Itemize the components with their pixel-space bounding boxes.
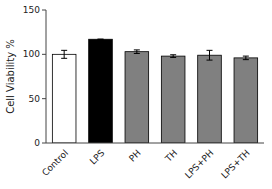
- y-tick-label: 150: [23, 5, 40, 15]
- bar: [89, 39, 113, 143]
- y-tick: [42, 143, 46, 144]
- error-bar: [170, 55, 176, 58]
- error-bar: [134, 50, 140, 54]
- x-tick-label: TH: [163, 148, 179, 164]
- error-bar-stem: [209, 50, 210, 60]
- error-bar-cap: [98, 39, 104, 40]
- x-tick-label: LPS: [88, 148, 107, 167]
- y-axis-label: Cell Viability %: [5, 39, 16, 114]
- bar: [234, 58, 258, 143]
- error-bar-cap: [98, 39, 104, 40]
- bar: [161, 56, 185, 143]
- y-tick: [42, 98, 46, 99]
- error-bar-cap: [170, 57, 176, 58]
- plot-area: [52, 39, 257, 143]
- error-bar-cap: [207, 60, 213, 61]
- y-axis-line: [46, 10, 47, 143]
- error-bar-cap: [134, 53, 140, 54]
- x-axis: Control LPS PH THLPS+PHLPS+TH: [40, 148, 252, 181]
- error-bar: [207, 50, 213, 60]
- error-bar-cap: [61, 58, 67, 59]
- y-tick: [42, 54, 46, 55]
- bar: [125, 52, 149, 143]
- error-bar-stem: [136, 50, 137, 54]
- bar: [198, 55, 222, 143]
- y-tick-label: 50: [29, 94, 41, 104]
- error-bar-cap: [243, 56, 249, 57]
- chart-container: 0 50 100 150 Control LPS PH THLPS+PHLPS+TH Cell …: [0, 0, 272, 189]
- y-axis: 0 50 100 150: [23, 5, 46, 148]
- error-bar-cap: [207, 50, 213, 51]
- x-tick-label: LPS+TH: [219, 148, 252, 181]
- error-bar: [61, 50, 67, 58]
- y-tick: [42, 10, 46, 11]
- error-bar: [98, 39, 104, 40]
- error-bar-stem: [64, 50, 65, 58]
- error-bar-cap: [134, 49, 140, 50]
- error-bar-stem: [245, 56, 246, 60]
- error-bar-cap: [170, 54, 176, 55]
- y-tick-label: 0: [34, 138, 40, 148]
- x-tick-label: LPS+PH: [183, 148, 215, 180]
- x-axis-line: [46, 143, 264, 144]
- y-tick-label: 100: [23, 49, 40, 59]
- bar: [52, 54, 76, 143]
- chart-svg: 0 50 100 150 Control LPS PH THLPS+PHLPS+TH Cell …: [0, 0, 272, 189]
- error-bar: [243, 56, 249, 60]
- error-bar-cap: [243, 59, 249, 60]
- x-tick-label: PH: [127, 148, 143, 164]
- x-tick-label: Control: [40, 148, 70, 178]
- error-bar-cap: [61, 50, 67, 51]
